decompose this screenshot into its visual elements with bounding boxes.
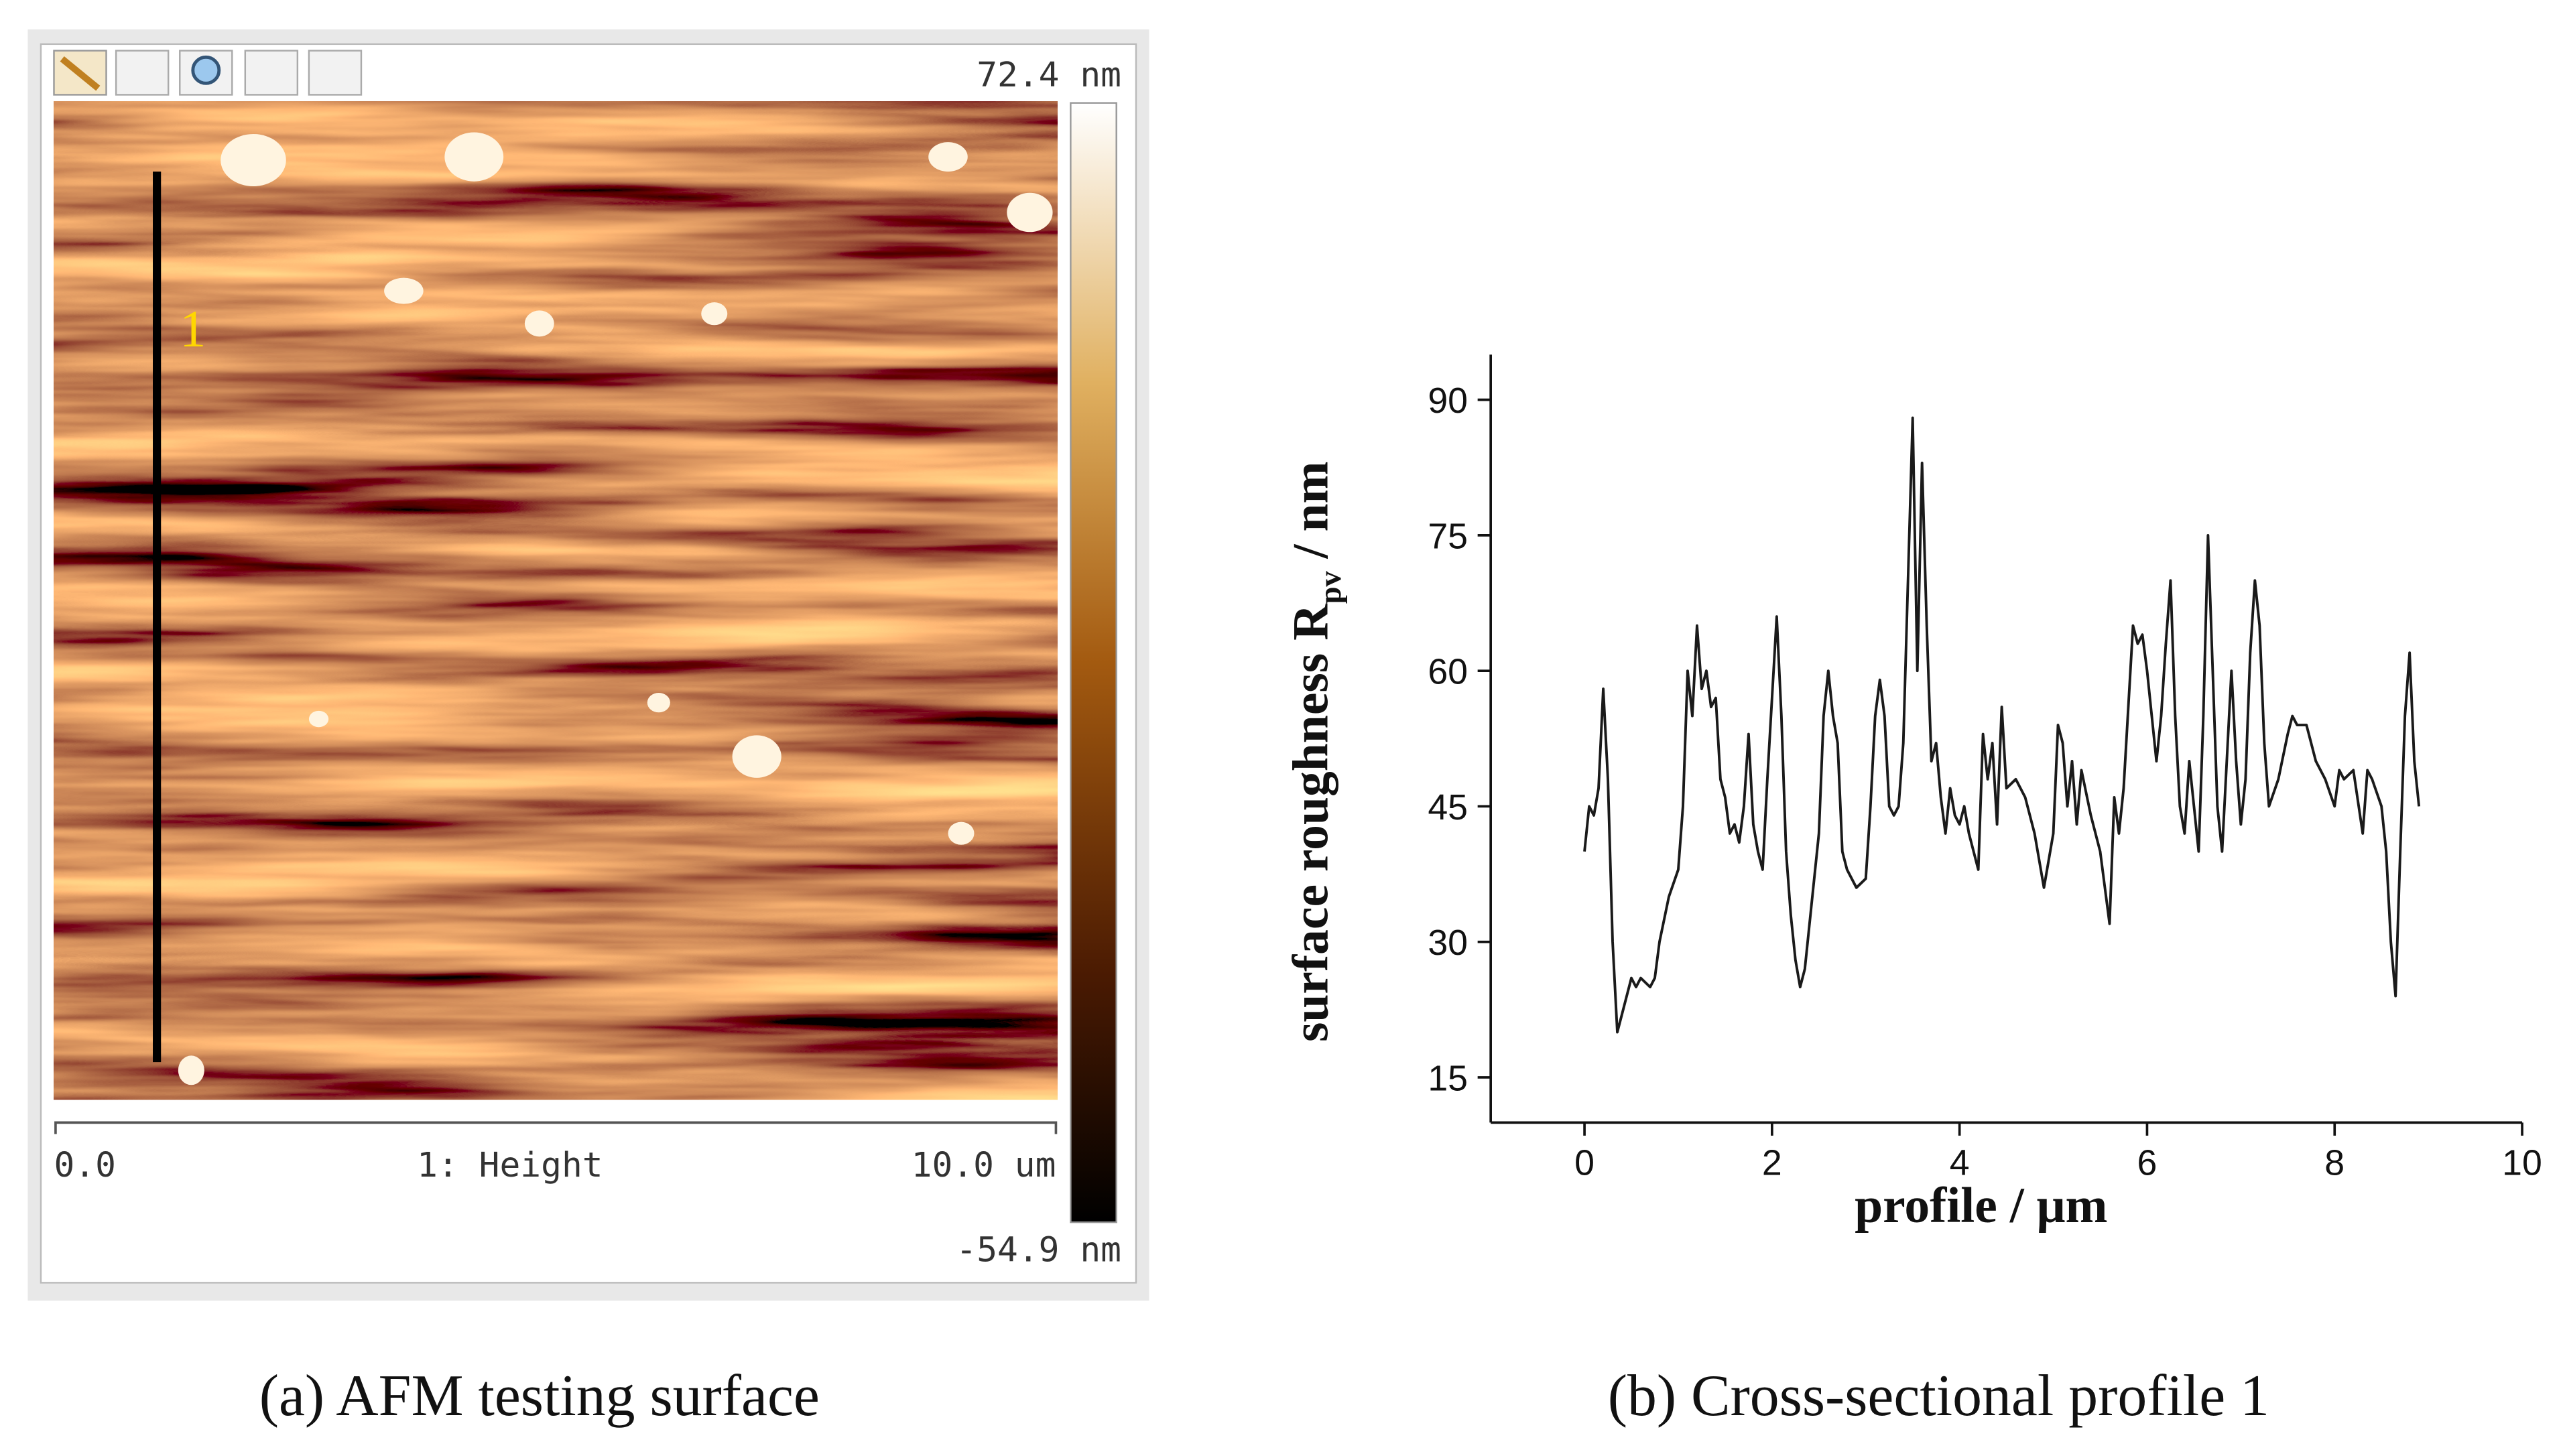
x-axis-label: profile / μm — [1855, 1178, 2107, 1234]
y-tick-label: 30 — [1428, 923, 1468, 963]
x-tick-label: 6 — [2137, 1142, 2158, 1183]
caption: (a) AFM testing surface — [259, 1363, 820, 1428]
x-tick-label: 0 — [1574, 1142, 1595, 1183]
y-label-main: surface roughness R — [1283, 603, 1338, 1042]
x-tick-label: 8 — [2324, 1142, 2345, 1183]
y-axis-label: surface roughness Rpv / nm — [1283, 462, 1348, 1043]
line-series — [1583, 416, 2421, 1034]
y-tick-label: 60 — [1428, 652, 1468, 692]
colorbar-min: -54.9 nm — [956, 1230, 1121, 1270]
x-tick-label: 10 — [2502, 1142, 2542, 1183]
scale-bar — [54, 1121, 1058, 1134]
x-tick-label: 4 — [1950, 1142, 1970, 1183]
scale-start: 0.0 — [54, 1145, 115, 1185]
afm-particles — [178, 132, 1053, 1085]
y-tick-label: 45 — [1428, 787, 1468, 828]
scale-end: 10.0 um — [912, 1145, 1056, 1185]
y-tick-label: 75 — [1428, 516, 1468, 556]
tool-icon — [60, 56, 101, 91]
colorbar — [1070, 102, 1117, 1223]
y-label-unit: / nm — [1283, 462, 1338, 572]
y-label-sub: pv — [1314, 571, 1348, 604]
tool-button[interactable] — [244, 50, 299, 96]
tool-button[interactable] — [115, 50, 170, 96]
caption: (b) Cross-sectional profile 1 — [1608, 1363, 2269, 1428]
y-tick-label: 15 — [1428, 1058, 1468, 1098]
x-tick-label: 2 — [1762, 1142, 1782, 1183]
tool-button[interactable] — [308, 50, 363, 96]
profile-marker: 1 — [180, 300, 206, 358]
afm-texture — [54, 101, 1058, 1100]
tool-icon — [191, 55, 221, 85]
channel-label: 1: Height — [417, 1145, 603, 1185]
y-tick-label: 90 — [1428, 381, 1468, 421]
colorbar-max: 72.4 nm — [977, 55, 1121, 95]
toolbar — [53, 50, 363, 96]
